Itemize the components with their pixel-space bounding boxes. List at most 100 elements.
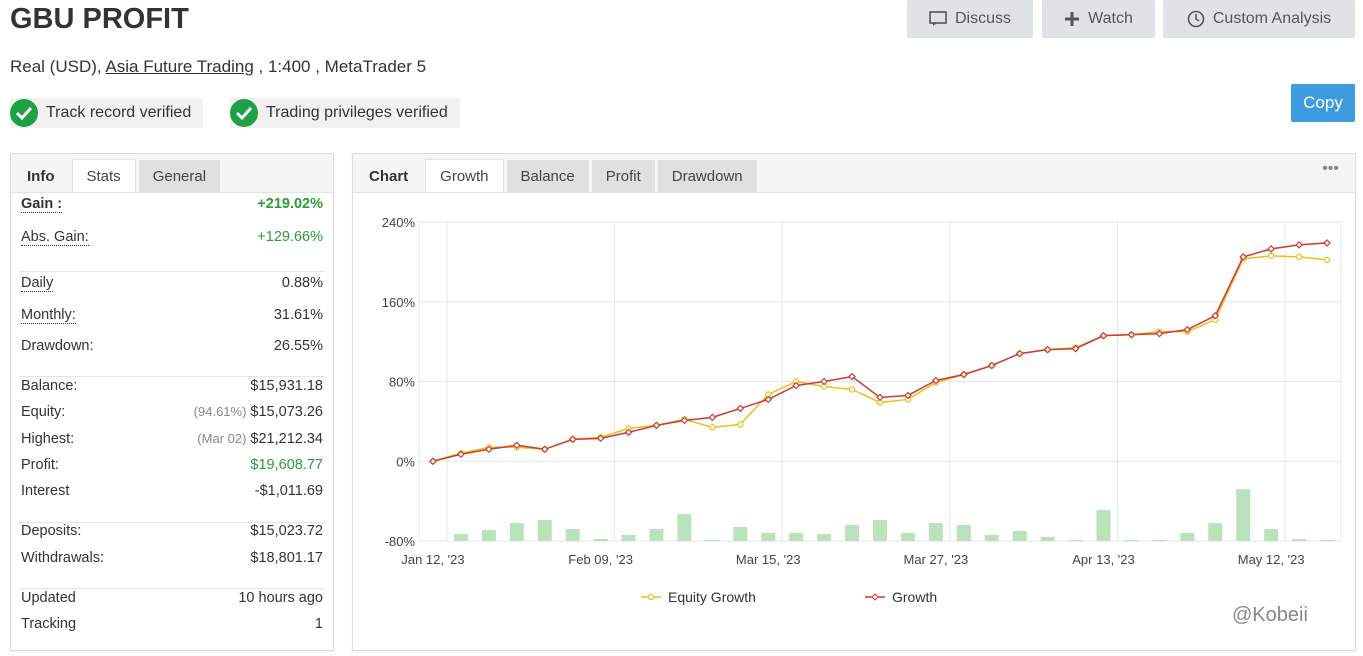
stat-note: (94.61%) xyxy=(193,404,247,419)
separator xyxy=(19,271,325,272)
stat-value: $15,073.26 xyxy=(250,404,323,420)
info-panel: Info Stats General Gain : +219.02% Abs. Ga… xyxy=(10,153,334,651)
page-title: GBU PROFIT xyxy=(10,3,189,35)
broker-link[interactable]: Asia Future Trading xyxy=(105,57,254,76)
y-tick-label: -80% xyxy=(385,534,416,549)
bar xyxy=(1068,540,1083,541)
stat-row: Deposits: $15,023.72 xyxy=(21,523,323,539)
stat-value-group: +219.02% xyxy=(257,196,323,213)
account-type: Real (USD), xyxy=(10,57,102,76)
bar xyxy=(1208,523,1223,541)
point xyxy=(429,457,437,466)
label: Custom Analysis xyxy=(1212,10,1332,27)
point xyxy=(736,404,745,413)
point xyxy=(1267,252,1275,260)
y-tick-label: 80% xyxy=(389,375,415,390)
icon xyxy=(1065,12,1080,26)
watch-button[interactable]: Watch xyxy=(1042,0,1155,38)
y-tick-label: 160% xyxy=(382,295,416,310)
bar xyxy=(1320,540,1335,541)
stat-row: Updated 10 hours ago xyxy=(21,590,323,606)
bar xyxy=(733,527,748,541)
badge-text: Trading privileges verified xyxy=(266,104,448,121)
point xyxy=(764,395,773,404)
bar xyxy=(900,533,915,541)
tab[interactable]: Drawdown xyxy=(657,160,757,192)
stat-label: Daily xyxy=(21,275,54,292)
stat-value-group: $15,023.72 xyxy=(250,523,323,539)
stat-value-group: 1 xyxy=(315,616,323,632)
point xyxy=(1239,253,1248,261)
stat-label: Updated xyxy=(21,590,76,606)
bar xyxy=(537,520,552,541)
bar xyxy=(1012,531,1027,541)
stat-label: Abs. Gain: xyxy=(21,229,89,246)
stat-label: Balance: xyxy=(21,378,78,394)
discuss-button[interactable]: Discuss xyxy=(907,0,1033,38)
stat-label: Equity: xyxy=(21,404,66,420)
bar xyxy=(928,523,943,541)
bar xyxy=(761,533,776,541)
label: Watch xyxy=(1088,10,1133,27)
point xyxy=(512,441,521,450)
bar xyxy=(593,539,608,541)
tab[interactable]: General xyxy=(138,160,221,192)
watermark: @Kobeii xyxy=(1232,604,1308,626)
stat-label: Monthly: xyxy=(21,307,76,324)
bar xyxy=(453,534,468,541)
bar xyxy=(1124,540,1139,541)
custom-analysis-button[interactable]: Custom Analysis xyxy=(1163,0,1355,38)
point xyxy=(1127,330,1136,339)
x-tick-label: Mar 15, '23 xyxy=(736,552,801,567)
point xyxy=(737,421,744,428)
bar xyxy=(817,534,832,541)
point xyxy=(708,413,717,422)
menu-button[interactable]: ••• xyxy=(1322,160,1339,177)
point xyxy=(876,393,884,402)
bar xyxy=(621,535,636,541)
stat-label: Gain : xyxy=(21,196,63,213)
stat-note: (Mar 02) xyxy=(197,431,247,446)
tab[interactable]: Profit xyxy=(591,160,655,192)
point xyxy=(709,424,716,431)
tab-label: Chart xyxy=(369,167,409,185)
tab[interactable]: Stats xyxy=(71,159,136,192)
point xyxy=(932,376,940,385)
point xyxy=(1099,331,1108,340)
point xyxy=(1295,241,1303,249)
point xyxy=(1015,349,1024,358)
point xyxy=(820,377,828,386)
account-details: , 1:400 , MetaTrader 5 xyxy=(258,57,427,76)
y-tick-label: 240% xyxy=(382,215,416,230)
bar xyxy=(481,530,496,541)
stat-value: $18,801.17 xyxy=(250,550,323,566)
stat-value: 31.61% xyxy=(273,307,323,323)
tab[interactable]: Balance xyxy=(506,160,589,192)
copy-button[interactable]: Copy xyxy=(1291,84,1355,122)
stat-value: +219.02% xyxy=(257,196,323,212)
stat-value: 0.88% xyxy=(281,275,323,291)
verified-badge: Track record verified xyxy=(10,98,204,128)
bar xyxy=(873,520,887,541)
bar xyxy=(649,529,664,541)
y-tick-label: 0% xyxy=(396,454,415,469)
point xyxy=(848,372,856,381)
verified-badge: Trading privileges verified xyxy=(230,98,460,128)
point xyxy=(596,434,605,443)
point xyxy=(848,386,856,393)
stat-value: 26.55% xyxy=(273,338,323,354)
stat-row: Monthly: 31.61% xyxy=(21,307,323,324)
stat-label: Withdrawals: xyxy=(21,550,104,566)
tab[interactable]: Growth xyxy=(425,159,504,192)
bar xyxy=(1292,539,1307,541)
stat-label: Deposits: xyxy=(21,523,82,539)
point xyxy=(959,370,968,379)
bar xyxy=(789,533,804,541)
bar xyxy=(705,540,720,541)
separator xyxy=(19,522,325,523)
bar xyxy=(565,529,580,541)
stat-value: +129.66% xyxy=(257,229,323,245)
bar xyxy=(845,525,860,541)
point xyxy=(568,435,577,444)
badge-text: Track record verified xyxy=(46,104,192,121)
